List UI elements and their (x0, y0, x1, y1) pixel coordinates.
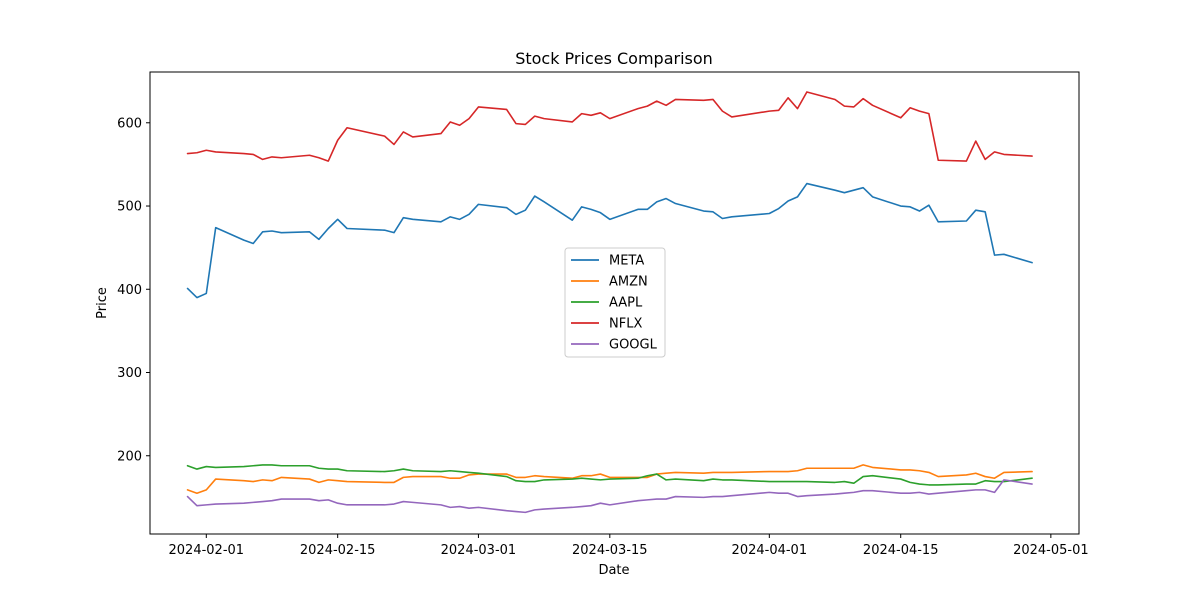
x-axis-label: Date (598, 563, 629, 578)
series-line-googl (186, 479, 1033, 514)
y-tick-label: 400 (117, 283, 142, 298)
plot-frame (149, 71, 1080, 535)
legend-label-googl: GOOGL (609, 338, 658, 353)
legend-label-amzn: AMZN (609, 275, 648, 290)
x-tick-label: 2024-04-01 (732, 543, 808, 558)
legend-label-meta: META (609, 254, 644, 269)
y-tick-label: 300 (117, 366, 142, 381)
y-tick-label: 600 (117, 116, 142, 131)
series-line-amzn (186, 464, 1033, 495)
y-tick-label: 200 (117, 449, 142, 464)
x-axis: 2024-02-01 2024-02-15 2024-03-01 2024-03-15… (169, 534, 1089, 558)
y-axis: 200 300 400 500 600 (117, 116, 150, 464)
series-line-nflx (186, 91, 1033, 162)
x-tick-label: 2024-02-01 (169, 543, 245, 558)
legend-label-nflx: NFLX (609, 317, 642, 332)
x-tick-label: 2024-04-15 (863, 543, 939, 558)
x-tick-label: 2024-03-15 (572, 543, 648, 558)
series-layer (186, 91, 1033, 514)
legend: META AMZN AAPL NFLX GOOGL (564, 247, 666, 358)
series-line-meta (186, 182, 1033, 299)
y-axis-label: Price (95, 287, 110, 319)
chart-title: Stock Prices Comparison (515, 49, 713, 68)
legend-label-aapl: AAPL (609, 296, 643, 311)
y-tick-label: 500 (117, 200, 142, 215)
x-tick-label: 2024-05-01 (1013, 543, 1089, 558)
x-tick-label: 2024-03-01 (441, 543, 517, 558)
legend-box (564, 247, 666, 358)
x-tick-label: 2024-02-15 (300, 543, 376, 558)
series-line-aapl (186, 464, 1033, 486)
